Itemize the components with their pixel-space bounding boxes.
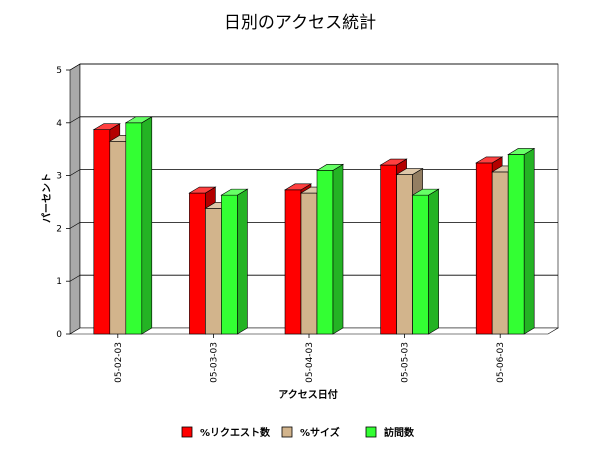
side-wall [69,63,81,335]
bar-front [396,174,413,335]
y-tick-label: 5 [56,66,62,76]
legend-item: %サイズ [281,426,340,439]
bar-top [395,168,424,175]
bar-front [475,162,493,335]
x-tick-label: 05-03-03 [209,342,219,383]
legend-item: %リクエスト数 [181,426,271,439]
bar-front [380,164,397,335]
bar [220,188,249,335]
y-tick-label: 2 [56,224,62,234]
bar [315,163,345,335]
x-tick-label: 05-04-03 [305,342,315,383]
gridline-side [69,116,81,124]
x-tick-label: 05-02-03 [114,342,124,383]
bar-side [141,116,153,335]
legend-swatch [181,426,193,438]
bar-side [428,188,439,335]
y-tick-label: 3 [56,172,62,182]
legend-label: %リクエスト数 [200,426,271,439]
bar-front [507,154,525,335]
bar [507,147,536,335]
bar-top [124,116,153,124]
legend-item: 訪問数 [365,426,415,439]
x-axis-title: アクセス日付 [278,388,338,401]
x-tick-label: 05-05-03 [401,342,411,383]
bar-top [379,158,408,166]
y-tick-label: 0 [56,330,62,340]
bar-front [205,208,222,335]
bar [124,116,153,335]
bar-front [93,129,111,335]
bar-top [507,148,536,155]
legend-swatch [365,426,377,438]
bar-top [283,183,313,191]
bar-front [491,171,509,335]
bar-top [92,123,121,130]
bar-side [237,188,248,335]
legend: %リクエスト数 %サイズ 訪問数 [181,426,415,439]
legend-label: %サイズ [300,426,340,439]
bar-top [220,188,249,196]
bar-top [411,188,440,196]
bar-front [125,122,143,335]
bar-top [315,164,345,171]
bar-front [284,189,302,335]
legend-swatch [281,426,293,438]
bar-front [109,140,127,335]
gridline-side [69,274,81,282]
gridline-side [69,169,81,176]
y-axis-title: パーセント [41,173,53,223]
bar-front [189,192,206,335]
bar-top [188,186,217,194]
gridline-side [69,63,81,71]
plot-area: 0 1 2 3 4 5 05-02-03 05-03-03 05-04-03 05-05-03 05… [56,63,560,383]
bar-side [332,163,344,335]
bar-side [523,147,535,335]
x-tick-label: 05-06-03 [496,342,506,383]
gridline-side [69,222,81,229]
legend-label: 訪問数 [384,426,415,439]
y-tick-label: 4 [56,119,62,129]
bar-front [221,194,238,335]
chart-title: 日別のアクセス統計 [224,13,376,33]
bar-front [412,194,429,335]
bar-top [475,156,504,164]
y-tick-label: 1 [56,277,62,287]
bar-front [300,192,318,335]
bar [411,188,440,335]
bar-front [316,170,334,335]
